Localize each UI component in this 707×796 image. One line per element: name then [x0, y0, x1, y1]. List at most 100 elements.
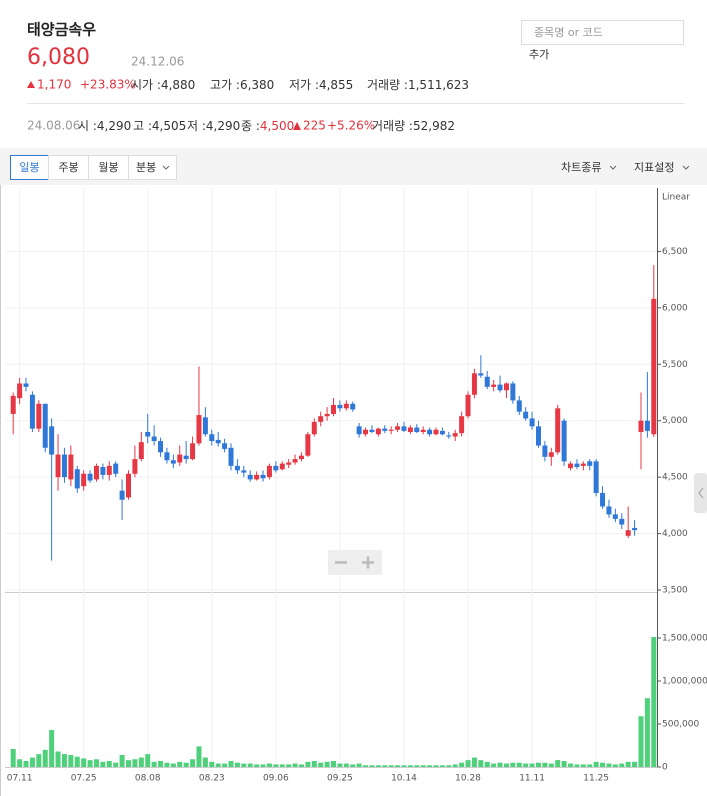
chevron: [682, 165, 690, 170]
volume-bar: [36, 754, 42, 767]
candle-body: [369, 429, 375, 432]
stat-label: 고 :: [133, 119, 152, 133]
stat-label: 저 :: [187, 119, 206, 133]
volume-bar: [363, 765, 369, 767]
tab-label[interactable]: 일봉: [19, 160, 39, 174]
change: 1,170: [37, 78, 71, 92]
y-tick-label: 6,500: [662, 247, 688, 257]
candle-body: [433, 429, 439, 435]
volume-bar: [305, 761, 311, 767]
volume-bar: [625, 761, 631, 767]
candle-body: [247, 474, 253, 480]
zoom-control[interactable]: [328, 550, 382, 575]
side-tab[interactable]: [694, 473, 707, 513]
search-placeholder[interactable]: 종목명 or 코드: [534, 26, 603, 39]
candle-body: [510, 383, 516, 401]
candle-body: [414, 427, 420, 432]
candle-body: [49, 426, 55, 455]
candle-body: [260, 474, 266, 479]
x-tick-label: 07.25: [71, 774, 97, 784]
stat: 시가 :4,880: [131, 78, 195, 92]
candle-body: [375, 428, 381, 435]
volume-bar: [68, 754, 74, 767]
volume-bar: [260, 764, 266, 767]
menu-label[interactable]: 지표설정: [634, 161, 674, 174]
volume-bar: [523, 763, 529, 767]
candle-body: [497, 384, 503, 391]
candle-body: [164, 452, 170, 461]
candle-body: [401, 426, 407, 431]
change-pct: +23.83%: [80, 78, 136, 92]
volume-bar: [535, 762, 541, 767]
candle-body: [29, 394, 35, 429]
volume-bar: [331, 760, 336, 767]
zoom-box[interactable]: [328, 550, 382, 575]
volume-bar: [427, 765, 433, 767]
volume-tick-label: 0: [662, 763, 668, 773]
candle-body: [363, 429, 369, 435]
volume-bar: [529, 763, 535, 767]
volume-bar: [298, 764, 304, 767]
candle-body: [420, 429, 426, 432]
side-chevron: [698, 487, 704, 499]
stat: 고가 :6,380: [210, 78, 274, 92]
volume-bar: [74, 756, 80, 767]
menu-label[interactable]: 차트종류: [561, 161, 601, 174]
compare-stat: 종 :4,500: [241, 119, 294, 133]
candle-body: [439, 430, 445, 435]
candle-body: [407, 427, 413, 432]
volume-bar: [343, 763, 349, 767]
volume-bar: [568, 763, 574, 767]
volume-bar: [478, 760, 484, 767]
x-tick-label: 11.11: [519, 774, 545, 784]
volume-bar: [619, 763, 625, 767]
candle-body: [183, 455, 189, 460]
volume-bar: [93, 759, 99, 767]
compare-change-pct: +5.26%: [327, 119, 375, 133]
tab-label[interactable]: 월봉: [98, 161, 118, 174]
candle-body: [516, 400, 522, 412]
candle-body: [42, 403, 48, 448]
volume-bar: [61, 754, 67, 767]
candle-body: [619, 518, 625, 525]
y-tick-label: 4,000: [662, 529, 688, 539]
volume-bar: [503, 763, 509, 767]
volume-bar: [311, 760, 317, 767]
candle-body: [318, 416, 324, 422]
compare-change: 225: [303, 119, 326, 133]
candle-body: [484, 376, 490, 387]
y-tick-label: 5,500: [662, 360, 688, 370]
tab-label[interactable]: 주봉: [58, 161, 78, 174]
candle-body: [119, 490, 125, 500]
candle-body: [529, 418, 535, 427]
volume-bar: [465, 760, 471, 767]
y-tick-label: 5,000: [662, 416, 688, 426]
add-button[interactable]: 추가: [529, 48, 549, 61]
volume-bar: [145, 754, 151, 767]
candle-body: [644, 420, 650, 431]
volume-bar: [17, 759, 23, 767]
volume-bar: [170, 763, 176, 767]
volume-bar: [542, 762, 548, 767]
candle-body: [574, 463, 580, 467]
volume-tick-label: 500,000: [662, 720, 699, 730]
volume-bar: [337, 763, 343, 767]
stat: 거래량 :1,511,623: [367, 78, 469, 92]
x-tick-label: 08.08: [135, 774, 161, 784]
candle-body: [74, 469, 80, 489]
candle-body: [503, 383, 509, 391]
tab-label[interactable]: 분봉: [136, 161, 156, 174]
stat-value: 4,880: [161, 78, 195, 92]
volume-bar: [484, 761, 490, 767]
stat-value: 4,290: [97, 119, 131, 133]
candle-body: [555, 408, 561, 453]
tab[interactable]: [48, 155, 89, 180]
search-box[interactable]: [521, 20, 684, 45]
volume-bar: [414, 765, 420, 767]
tab[interactable]: [128, 155, 177, 180]
volume-bar: [446, 765, 452, 767]
stat-label: 시가 :: [131, 78, 161, 92]
volume-bar: [209, 761, 215, 767]
candle-body: [202, 417, 208, 435]
